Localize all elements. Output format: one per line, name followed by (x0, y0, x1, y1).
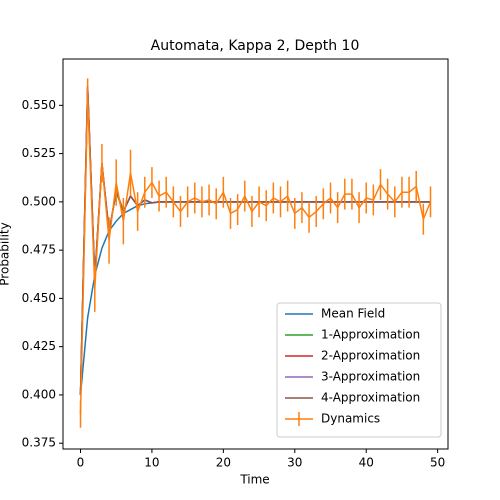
x-tick-label: 30 (287, 456, 302, 470)
legend-label: Mean Field (321, 307, 385, 321)
legend-box (276, 302, 442, 438)
legend: Mean Field 1-Approximation 2-Approximation… (276, 302, 442, 438)
series-line (79, 86, 431, 395)
legend-label: 2-Approximation (321, 349, 420, 363)
y-tick-label: 0.400 (22, 387, 56, 401)
y-tick-label: 0.450 (22, 291, 56, 305)
y-tick-label: 0.525 (22, 146, 56, 160)
x-tick-label: 50 (430, 456, 445, 470)
x-tick-label: 10 (144, 456, 159, 470)
series-line (79, 95, 432, 415)
chart-title: Automata, Kappa 2, Depth 10 (151, 38, 360, 54)
y-tick-label: 0.475 (22, 243, 56, 257)
y-tick-label: 0.500 (22, 194, 56, 208)
axes-frame (62, 58, 449, 450)
legend-label: Dynamics (321, 412, 380, 426)
legend-label: 1-Approximation (321, 328, 420, 342)
y-tick-label: 0.375 (22, 436, 56, 450)
x-tick-label: 20 (216, 456, 231, 470)
y-axis-label: Probability (0, 222, 12, 285)
x-tick-label: 40 (359, 456, 374, 470)
y-tick-label: 0.425 (22, 339, 56, 353)
y-tick-label: 0.550 (22, 98, 56, 112)
legend-label: 4-Approximation (321, 391, 420, 405)
x-axis-label: Time (239, 473, 269, 487)
x-tick-label: 0 (77, 456, 85, 470)
legend-label: 3-Approximation (321, 370, 420, 384)
